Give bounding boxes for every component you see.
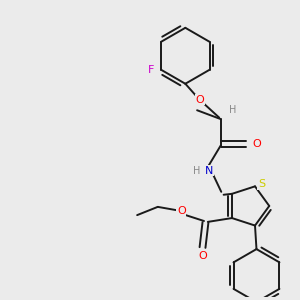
Text: S: S bbox=[258, 179, 265, 189]
Text: H: H bbox=[194, 166, 201, 176]
Text: O: O bbox=[196, 95, 204, 105]
Text: O: O bbox=[252, 139, 261, 149]
Text: N: N bbox=[205, 166, 214, 176]
Text: O: O bbox=[198, 251, 207, 261]
Text: O: O bbox=[177, 206, 186, 216]
Text: F: F bbox=[148, 65, 154, 75]
Text: H: H bbox=[229, 105, 237, 115]
